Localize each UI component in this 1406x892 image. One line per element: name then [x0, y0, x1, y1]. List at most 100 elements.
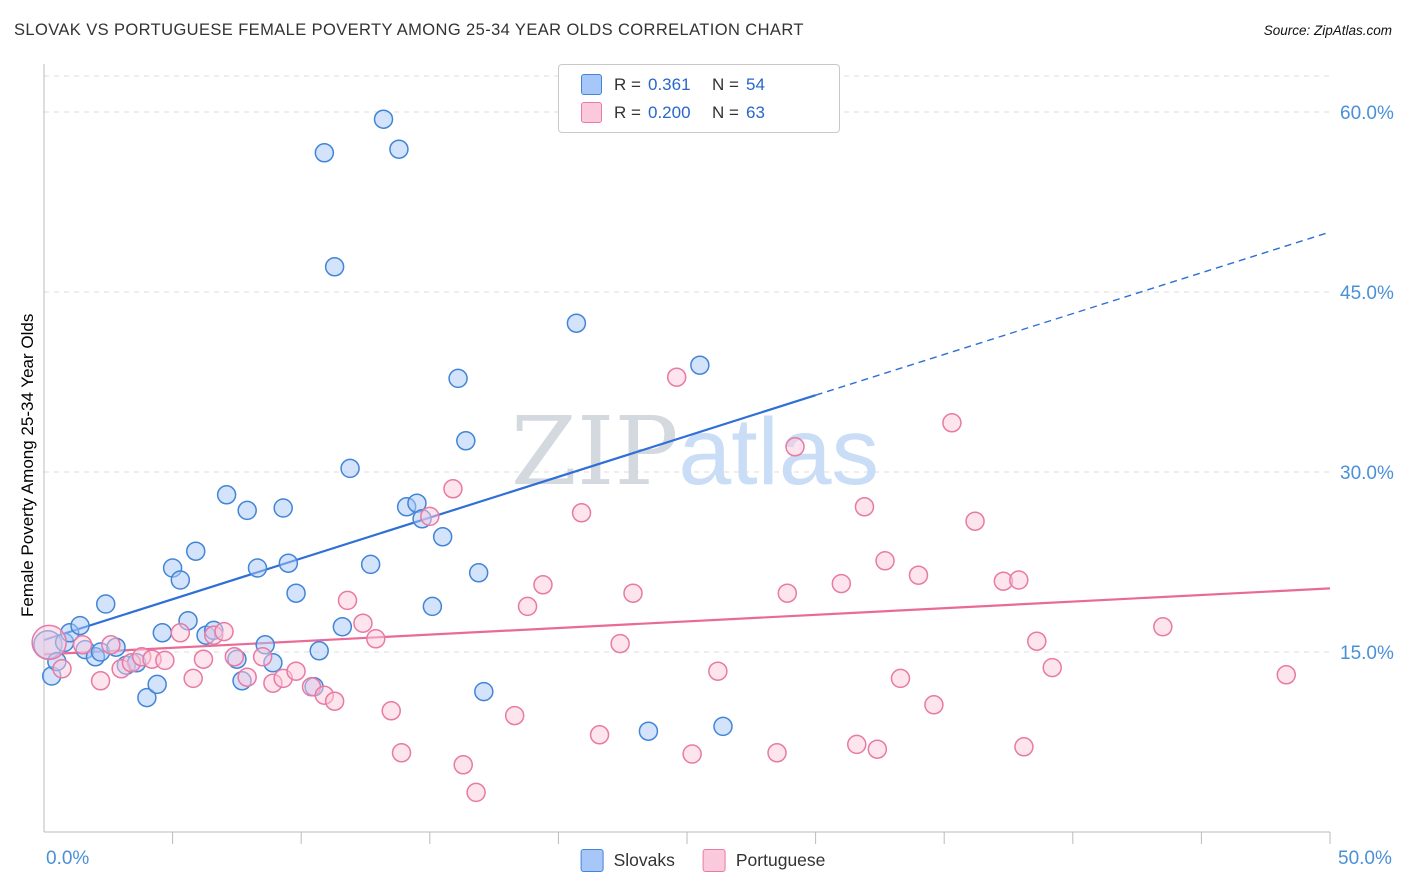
- portuguese-point: [875, 551, 895, 571]
- portuguese-point: [337, 590, 358, 611]
- n-value: 54: [746, 74, 765, 94]
- portuguese-point: [214, 621, 234, 642]
- plot-canvas: 15.0% 30.0% 45.0% 60.0% 0.0% 50.0% ZIPatlas: [31, 64, 1394, 869]
- slovaks-point: [474, 681, 494, 702]
- slovaks-point: [237, 500, 257, 521]
- slovaks-point: [324, 257, 345, 277]
- portuguese-point: [193, 649, 214, 669]
- portuguese-point: [847, 734, 867, 755]
- slovaks-point: [309, 641, 329, 661]
- portuguese-point: [867, 739, 888, 759]
- slovaks-swatch-icon: [580, 849, 604, 872]
- portuguese-point: [854, 497, 875, 517]
- slovaks-point: [70, 615, 90, 636]
- portuguese-point: [1276, 665, 1297, 685]
- slovaks-point: [422, 596, 443, 617]
- slovaks-point: [278, 553, 299, 573]
- portuguese-point: [767, 743, 787, 763]
- slovaks-swatch-icon: [581, 74, 602, 95]
- portuguese-point: [237, 667, 257, 687]
- portuguese-swatch-icon: [702, 849, 726, 872]
- portuguese-point: [466, 782, 486, 803]
- slovaks-point: [690, 355, 710, 375]
- slovaks-point: [468, 563, 489, 583]
- correlation-legend: R = 0.361 N = 54 R = 0.200 N = 63: [558, 64, 840, 133]
- slovaks-point: [432, 527, 453, 547]
- legend-row-slovaks: R = 0.361 N = 54: [581, 74, 839, 95]
- portuguese-point: [1153, 617, 1173, 637]
- y-tick-label: 30.0%: [1340, 463, 1394, 484]
- source-link[interactable]: Source: ZipAtlas.com: [1263, 23, 1392, 38]
- portuguese-point: [623, 583, 643, 603]
- slovaks-point: [147, 674, 167, 695]
- slovaks-point: [247, 558, 268, 578]
- slovaks-point: [638, 721, 659, 741]
- portuguese-point: [1027, 631, 1047, 651]
- legend-item-portuguese[interactable]: Portuguese: [702, 849, 826, 872]
- slovaks-point: [170, 570, 191, 590]
- portuguese-point: [682, 744, 702, 764]
- portuguese-point: [72, 635, 93, 655]
- portuguese-point: [224, 647, 245, 667]
- portuguese-point: [708, 661, 728, 681]
- portuguese-point: [666, 367, 687, 387]
- portuguese-point: [831, 573, 852, 594]
- portuguese-point: [965, 511, 985, 531]
- portuguese-point: [90, 671, 111, 691]
- chart-title: SLOVAK VS PORTUGUESE FEMALE POVERTY AMON…: [14, 21, 804, 39]
- portuguese-swatch-icon: [581, 102, 602, 123]
- portuguese-point: [589, 725, 610, 745]
- y-tick-label: 45.0%: [1340, 283, 1394, 304]
- slovaks-point: [185, 541, 206, 561]
- legend-label: Slovaks: [613, 850, 675, 870]
- x-tick-label: 50.0%: [1338, 848, 1392, 869]
- legend-item-slovaks[interactable]: Slovaks: [580, 849, 675, 872]
- portuguese-point: [453, 755, 473, 775]
- portuguese-point: [571, 503, 592, 523]
- portuguese-point: [533, 575, 553, 595]
- slovaks-point: [137, 687, 157, 708]
- slovaks-point: [340, 458, 360, 479]
- r-label: R =: [614, 102, 641, 122]
- slovaks-point: [448, 368, 468, 389]
- portuguese-point: [610, 633, 630, 654]
- slovaks-point: [95, 594, 116, 614]
- portuguese-point: [504, 705, 525, 726]
- portuguese-point: [420, 506, 440, 527]
- r-label: R =: [614, 74, 641, 94]
- portuguese-point: [924, 695, 944, 715]
- slovaks-point: [566, 313, 587, 333]
- legend-label: Portuguese: [735, 850, 826, 870]
- series-legend: Slovaks Portuguese: [580, 849, 826, 872]
- portuguese-point: [155, 650, 175, 671]
- r-value: 0.361: [648, 74, 691, 94]
- y-tick-label: 60.0%: [1340, 103, 1394, 124]
- portuguese-point: [52, 659, 72, 679]
- n-label: N =: [712, 102, 739, 122]
- slovaks-point: [360, 554, 381, 575]
- slovaks-point: [373, 109, 394, 129]
- slovaks-point: [216, 485, 237, 505]
- portuguese-point: [777, 583, 798, 603]
- portuguese-point: [101, 635, 121, 655]
- portuguese-point: [366, 629, 386, 649]
- portuguese-point: [183, 668, 203, 689]
- portuguese-point: [252, 647, 273, 667]
- portuguese-point: [391, 743, 412, 763]
- slovaks-point: [456, 431, 476, 451]
- portuguese-point: [1009, 570, 1029, 590]
- n-label: N =: [712, 74, 739, 94]
- portuguese-point: [785, 437, 805, 457]
- watermark: ZIPatlas: [511, 397, 879, 507]
- r-value: 0.200: [648, 102, 691, 122]
- portuguese-point: [890, 668, 911, 689]
- scatter-plot: 15.0% 30.0% 45.0% 60.0% 0.0% 50.0% ZIPatlas: [0, 52, 1406, 882]
- slovaks-point: [152, 623, 173, 643]
- portuguese-point: [443, 479, 463, 499]
- portuguese-point: [908, 565, 929, 585]
- portuguese-point: [170, 623, 191, 643]
- x-tick-label: 0.0%: [46, 848, 89, 869]
- trendline-slovaks-projection: [815, 231, 1331, 396]
- legend-row-portuguese: R = 0.200 N = 63: [581, 102, 839, 123]
- slovaks-point: [314, 143, 335, 163]
